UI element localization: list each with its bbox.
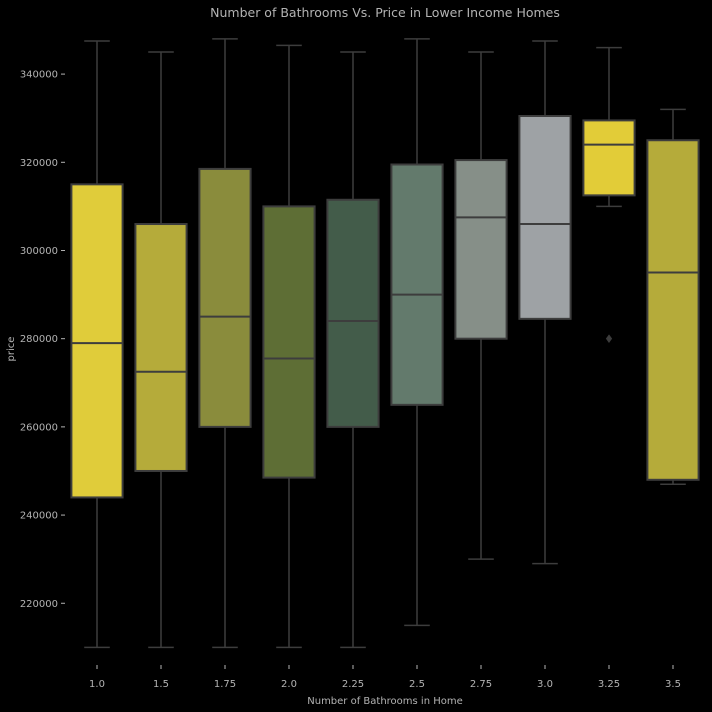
box-3.0: [518, 40, 572, 565]
y-axis-label: price: [6, 337, 17, 362]
box-series: [70, 38, 700, 649]
iqr-box: [198, 167, 252, 428]
x-tick-label: 2.25: [342, 679, 364, 690]
y-tick-label: 220000: [20, 599, 58, 610]
x-tick-label: 2.0: [281, 679, 297, 690]
y-tick-label: 340000: [20, 70, 58, 81]
x-tick-label: 3.0: [537, 679, 553, 690]
box-1.5: [134, 51, 188, 649]
x-tick-label: 2.5: [409, 679, 425, 690]
box-2.75: [454, 51, 508, 560]
x-tick-label: 3.5: [665, 679, 681, 690]
iqr-box: [134, 223, 188, 472]
y-tick-label: 260000: [20, 422, 58, 433]
y-tick-label: 280000: [20, 334, 58, 345]
iqr-box: [262, 205, 316, 479]
x-tick-label: 1.0: [89, 679, 105, 690]
iqr-box: [518, 114, 572, 320]
iqr-box: [70, 183, 124, 499]
iqr-box: [454, 159, 508, 340]
iqr-box: [646, 139, 700, 481]
box-1.75: [198, 38, 252, 649]
y-tick-label: 300000: [20, 246, 58, 257]
x-axis-ticks: 1.0 1.5 1.75 2.0 2.25 2.5 2.75 3.0 3.25 3.5: [89, 665, 681, 690]
chart-title: Number of Bathrooms Vs. Price in Lower I…: [210, 5, 560, 20]
x-axis-label: Number of Bathrooms in Home: [307, 696, 463, 707]
x-tick-label: 1.5: [153, 679, 169, 690]
box-3.25: [582, 46, 636, 344]
iqr-box: [390, 163, 444, 406]
y-axis-ticks: 220000 240000 260000 280000 300000 320000 3400…: [20, 70, 65, 610]
box-2.0: [262, 44, 316, 649]
x-tick-label: 1.75: [214, 679, 236, 690]
x-tick-label: 3.25: [598, 679, 620, 690]
box-2.25: [326, 51, 380, 649]
x-tick-label: 2.75: [470, 679, 492, 690]
box-2.5: [390, 38, 444, 627]
y-tick-label: 240000: [20, 511, 58, 522]
outlier-point: [605, 334, 613, 344]
iqr-box: [326, 198, 380, 428]
y-tick-label: 320000: [20, 158, 58, 169]
box-3.5: [646, 108, 700, 485]
box-1.0: [70, 40, 124, 649]
iqr-box: [582, 119, 636, 197]
